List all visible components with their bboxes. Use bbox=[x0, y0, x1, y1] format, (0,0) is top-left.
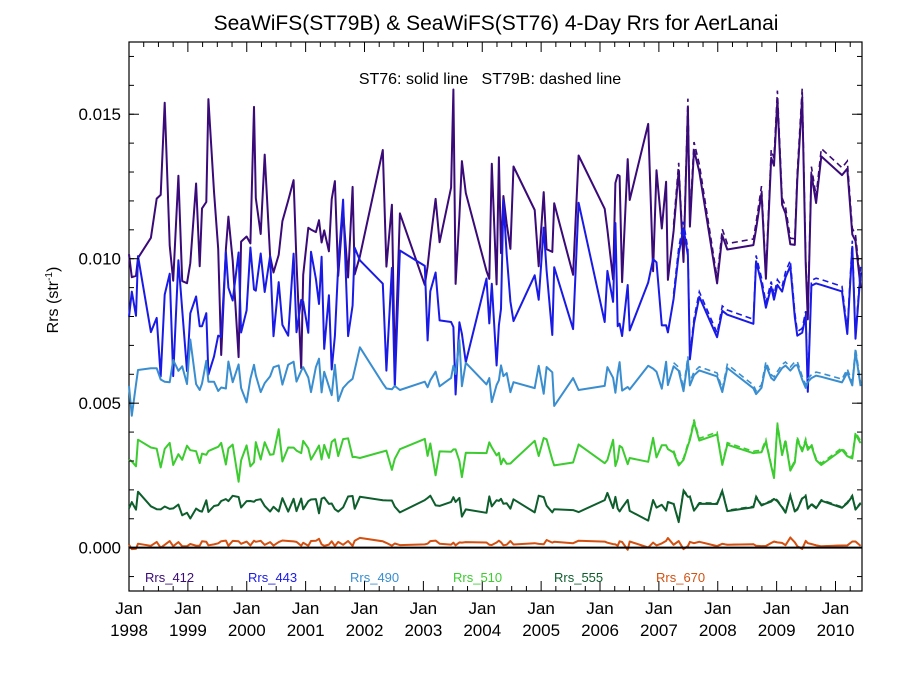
x-tick-year: 2009 bbox=[758, 621, 796, 640]
series-dashed-rrs-490 bbox=[673, 347, 862, 393]
x-tick-month: Jan bbox=[645, 599, 672, 618]
series-line-rrs-555 bbox=[128, 490, 862, 524]
x-tick-month: Jan bbox=[174, 599, 201, 618]
legend-item: Rrs_510 bbox=[453, 570, 502, 585]
x-tick-month: Jan bbox=[527, 599, 554, 618]
x-tick-year: 2007 bbox=[640, 621, 678, 640]
y-axis-label-base: Rrs (str bbox=[45, 280, 62, 333]
y-tick-label: 0.000 bbox=[78, 539, 121, 558]
x-tick-year: 2006 bbox=[581, 621, 619, 640]
x-tick-year: 2000 bbox=[228, 621, 266, 640]
x-tick-month: Jan bbox=[292, 599, 319, 618]
x-tick-year: 2004 bbox=[463, 621, 501, 640]
series-line-rrs-412 bbox=[128, 88, 862, 371]
series-line-rrs-510 bbox=[128, 421, 862, 483]
chart-subtitle: ST76: solid line ST79B: dashed line bbox=[359, 71, 621, 88]
x-tick-month: Jan bbox=[351, 599, 378, 618]
series-line-rrs-443 bbox=[128, 198, 862, 396]
x-tick-month: Jan bbox=[704, 599, 731, 618]
y-tick-label: 0.015 bbox=[78, 105, 121, 124]
series-dashed-rrs-443 bbox=[672, 221, 862, 389]
x-tick-month: Jan bbox=[469, 599, 496, 618]
y-tick-label: 0.010 bbox=[78, 250, 121, 269]
series-lines bbox=[128, 88, 862, 551]
x-tick-year: 2010 bbox=[817, 621, 855, 640]
x-tick-year: 2001 bbox=[287, 621, 325, 640]
series-dashed-rrs-555 bbox=[672, 487, 862, 522]
x-tick-year: 2008 bbox=[699, 621, 737, 640]
y-axis-label-sup: -1 bbox=[44, 272, 55, 281]
legend-item: Rrs_443 bbox=[248, 570, 297, 585]
series-dashed-rrs-510 bbox=[672, 419, 862, 477]
x-tick-year: 1998 bbox=[110, 621, 148, 640]
x-tick-month: Jan bbox=[115, 599, 142, 618]
axes: 0.000 0.005 0.010 0.015 Jan 1998 Jan 1999 Jan 200… bbox=[78, 42, 862, 640]
y-axis-label: Rrs (str-1) bbox=[44, 267, 62, 334]
x-tick-month: Jan bbox=[410, 599, 437, 618]
series-dashed-rrs-412 bbox=[672, 88, 862, 315]
x-tick-year: 2002 bbox=[346, 621, 384, 640]
x-tick-month: Jan bbox=[763, 599, 790, 618]
y-tick-label: 0.005 bbox=[78, 394, 121, 413]
y-axis-label-close: ) bbox=[45, 267, 62, 272]
x-tick-month: Jan bbox=[233, 599, 260, 618]
x-tick-year: 1999 bbox=[169, 621, 207, 640]
x-tick-year: 2005 bbox=[522, 621, 560, 640]
legend-item: Rrs_490 bbox=[350, 570, 399, 585]
legend-item: Rrs_555 bbox=[554, 570, 603, 585]
x-tick-year: 2003 bbox=[404, 621, 442, 640]
legend-item: Rrs_412 bbox=[145, 570, 194, 585]
chart-title: SeaWiFS(ST79B) & SeaWiFS(ST76) 4-Day Rrs… bbox=[214, 12, 779, 35]
x-tick-month: Jan bbox=[822, 599, 849, 618]
series-dashed-rrs-670 bbox=[673, 536, 862, 551]
x-tick-month: Jan bbox=[586, 599, 613, 618]
legend: Rrs_412 Rrs_443 Rrs_490 Rrs_510 Rrs_555 Rrs_6… bbox=[145, 570, 705, 585]
legend-item: Rrs_670 bbox=[656, 570, 705, 585]
